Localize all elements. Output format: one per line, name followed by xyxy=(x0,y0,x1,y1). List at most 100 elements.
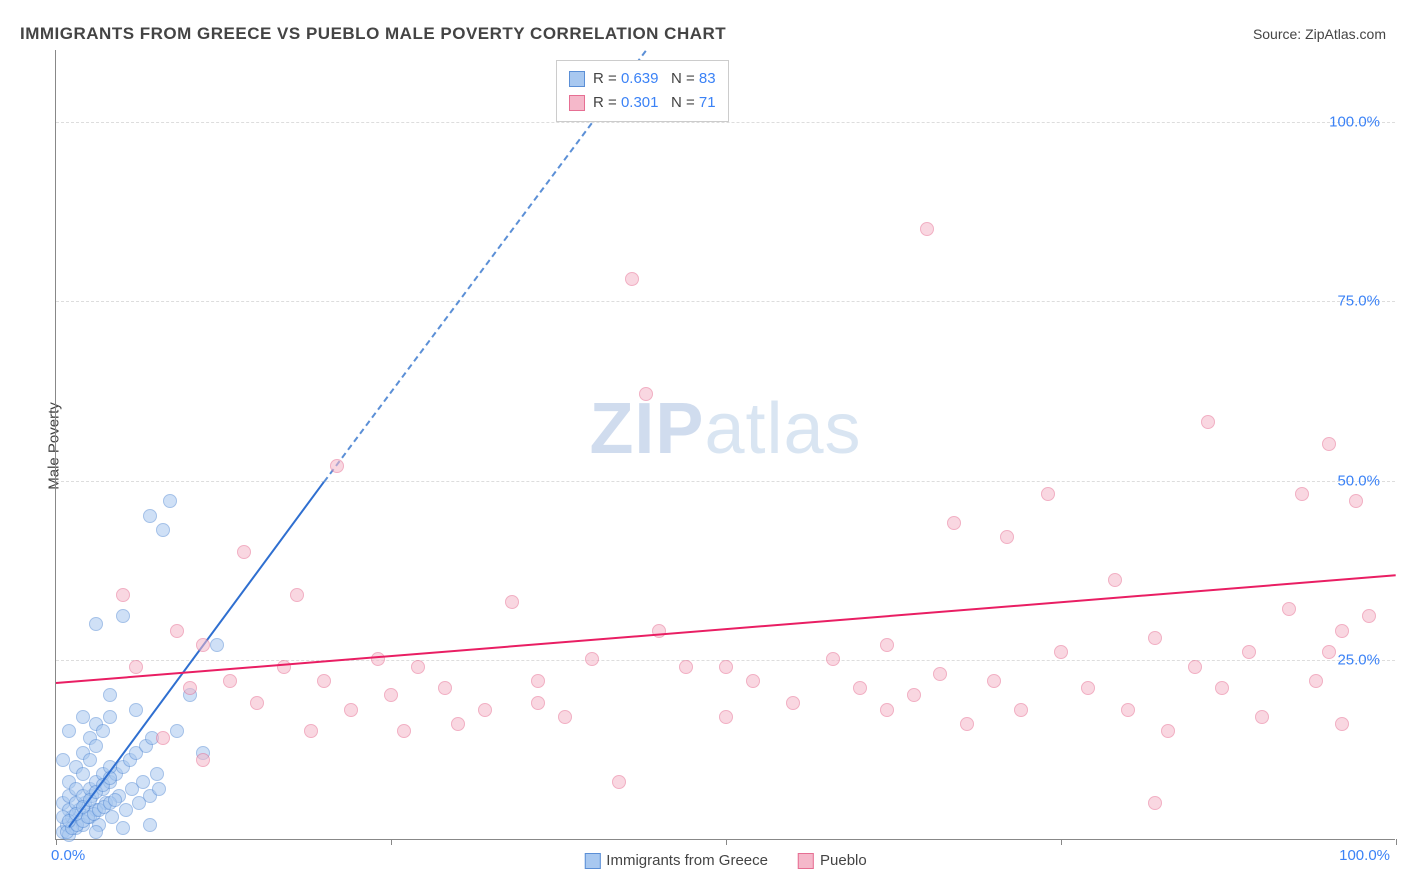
data-point xyxy=(250,696,264,710)
data-point xyxy=(679,660,693,674)
data-point xyxy=(786,696,800,710)
data-point xyxy=(1335,624,1349,638)
data-point xyxy=(947,516,961,530)
data-point xyxy=(1014,703,1028,717)
data-point xyxy=(119,803,133,817)
data-point xyxy=(746,674,760,688)
data-point xyxy=(933,667,947,681)
legend-item: Pueblo xyxy=(798,852,867,869)
data-point xyxy=(1108,573,1122,587)
data-point xyxy=(143,509,157,523)
data-point xyxy=(478,703,492,717)
gridline xyxy=(56,301,1395,302)
data-point xyxy=(62,724,76,738)
data-point xyxy=(987,674,1001,688)
x-tick-mark xyxy=(726,839,727,845)
source-label: Source: ZipAtlas.com xyxy=(1253,26,1386,42)
data-point xyxy=(1188,660,1202,674)
data-point xyxy=(1335,717,1349,731)
series-legend: Immigrants from Greece Pueblo xyxy=(584,852,866,869)
y-tick-label: 100.0% xyxy=(1329,113,1380,130)
data-point xyxy=(612,775,626,789)
data-point xyxy=(1309,674,1323,688)
data-point xyxy=(150,767,164,781)
data-point xyxy=(880,638,894,652)
data-point xyxy=(304,724,318,738)
data-point xyxy=(76,767,90,781)
data-point xyxy=(853,681,867,695)
data-point xyxy=(920,222,934,236)
data-point xyxy=(1000,530,1014,544)
data-point xyxy=(108,793,122,807)
data-point xyxy=(196,638,210,652)
data-point xyxy=(1255,710,1269,724)
data-point xyxy=(397,724,411,738)
data-point xyxy=(103,688,117,702)
data-point xyxy=(1041,487,1055,501)
data-point xyxy=(1201,415,1215,429)
data-point xyxy=(1081,681,1095,695)
data-point xyxy=(1295,487,1309,501)
data-point xyxy=(136,775,150,789)
data-point xyxy=(277,660,291,674)
data-point xyxy=(116,821,130,835)
legend-swatch xyxy=(798,853,814,869)
data-point xyxy=(1282,602,1296,616)
data-point xyxy=(290,588,304,602)
legend-label: Immigrants from Greece xyxy=(606,852,768,869)
data-point xyxy=(438,681,452,695)
data-point xyxy=(237,545,251,559)
data-point xyxy=(880,703,894,717)
data-point xyxy=(89,739,103,753)
data-point xyxy=(223,674,237,688)
data-point xyxy=(116,588,130,602)
data-point xyxy=(143,818,157,832)
x-tick-mark xyxy=(1396,839,1397,845)
data-point xyxy=(1148,631,1162,645)
data-point xyxy=(1121,703,1135,717)
correlation-legend: R = 0.639 N = 83R = 0.301 N = 71 xyxy=(556,60,729,122)
data-point xyxy=(96,724,110,738)
data-point xyxy=(116,609,130,623)
data-point xyxy=(1215,681,1229,695)
data-point xyxy=(129,660,143,674)
chart-title: IMMIGRANTS FROM GREECE VS PUEBLO MALE PO… xyxy=(20,24,726,44)
x-tick-mark xyxy=(391,839,392,845)
x-tick-label: 100.0% xyxy=(1339,847,1390,864)
chart-container: IMMIGRANTS FROM GREECE VS PUEBLO MALE PO… xyxy=(0,0,1406,892)
trend-line xyxy=(69,481,325,827)
data-point xyxy=(170,724,184,738)
y-tick-label: 25.0% xyxy=(1337,652,1380,669)
data-point xyxy=(1322,645,1336,659)
data-point xyxy=(384,688,398,702)
data-point xyxy=(152,782,166,796)
legend-swatch xyxy=(584,853,600,869)
data-point xyxy=(156,523,170,537)
gridline xyxy=(56,481,1395,482)
data-point xyxy=(344,703,358,717)
data-point xyxy=(719,660,733,674)
data-point xyxy=(156,731,170,745)
data-point xyxy=(129,703,143,717)
data-point xyxy=(531,674,545,688)
x-tick-mark xyxy=(56,839,57,845)
data-point xyxy=(330,459,344,473)
legend-row: R = 0.301 N = 71 xyxy=(569,91,716,115)
data-point xyxy=(826,652,840,666)
data-point xyxy=(1362,609,1376,623)
data-point xyxy=(625,272,639,286)
data-point xyxy=(163,494,177,508)
data-point xyxy=(170,624,184,638)
data-point xyxy=(83,753,97,767)
data-point xyxy=(1322,437,1336,451)
data-point xyxy=(371,652,385,666)
legend-label: Pueblo xyxy=(820,852,867,869)
data-point xyxy=(56,753,70,767)
data-point xyxy=(411,660,425,674)
legend-item: Immigrants from Greece xyxy=(584,852,768,869)
data-point xyxy=(210,638,224,652)
y-tick-label: 75.0% xyxy=(1337,293,1380,310)
data-point xyxy=(451,717,465,731)
y-tick-label: 50.0% xyxy=(1337,472,1380,489)
data-point xyxy=(317,674,331,688)
